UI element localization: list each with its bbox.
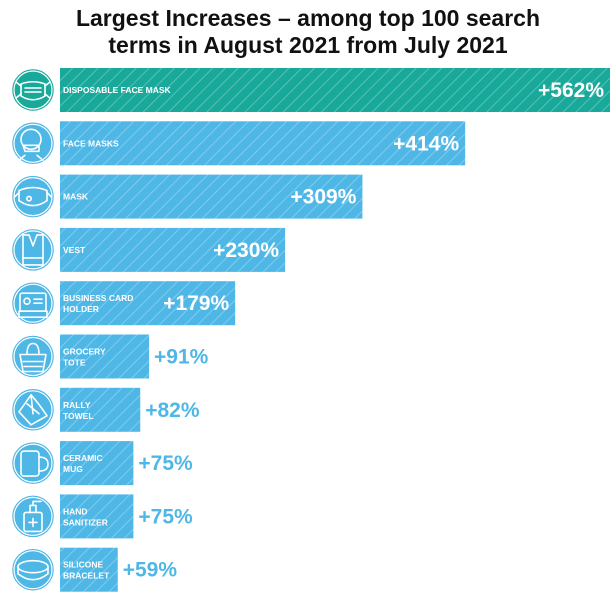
category-label: VEST (63, 245, 86, 255)
category-label: FACE MASKS (63, 138, 119, 148)
silicone-bracelet-icon (10, 547, 56, 592)
bar-hatch (60, 387, 141, 432)
value-label: +414% (393, 132, 459, 155)
rally-towel-icon (10, 387, 56, 433)
value-label: +75% (138, 505, 193, 528)
face-mask-icon (10, 67, 56, 113)
grocery-tote-icon (10, 334, 56, 379)
value-label: +309% (290, 186, 356, 209)
category-label: BUSINESS CARD HOLDER (63, 293, 133, 314)
cloth-mask-icon (10, 174, 56, 219)
category-label: MASK (63, 192, 89, 202)
value-label: +75% (138, 452, 193, 475)
ceramic-mug-icon (10, 440, 56, 486)
value-label: +82% (145, 399, 200, 422)
bar-hatch (60, 227, 286, 272)
value-label: +179% (163, 292, 229, 315)
bar-hatch (60, 68, 610, 112)
value-label: +562% (538, 79, 604, 102)
bar-hatch (60, 174, 363, 219)
vest-icon (10, 227, 56, 273)
person-with-mask-icon (10, 121, 56, 166)
category-label: RALLY TOWEL (63, 400, 94, 421)
value-label: +59% (123, 559, 178, 582)
category-label: CERAMIC MUG (63, 453, 103, 474)
chart-title-line-2: terms in August 2021 from July 2021 (108, 32, 508, 58)
bar-hatch (60, 494, 134, 539)
bar-hatch (60, 281, 236, 326)
hand-sanitizer-icon (10, 494, 56, 539)
bar-hatch (60, 441, 134, 486)
business-card-holder-icon (10, 280, 56, 326)
value-label: +91% (154, 346, 209, 369)
bar-hatch (60, 334, 150, 379)
bar-hatch (60, 547, 118, 592)
chart-title-line-1: Largest Increases – among top 100 search (75, 5, 541, 31)
category-label: SILICONE BRACELET (63, 560, 110, 581)
value-label: +230% (213, 239, 279, 262)
bar-hatch (60, 121, 466, 166)
category-label: HAND SANITIZER (63, 506, 108, 527)
category-label: GROCERY TOTE (63, 347, 106, 368)
category-label: DISPOSABLE FACE MASK (63, 85, 172, 95)
